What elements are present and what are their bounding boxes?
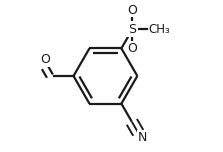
Text: N: N bbox=[138, 131, 147, 144]
Text: O: O bbox=[41, 53, 51, 66]
Text: S: S bbox=[128, 23, 136, 36]
Text: O: O bbox=[128, 42, 137, 55]
Text: O: O bbox=[128, 4, 137, 17]
Text: CH₃: CH₃ bbox=[148, 23, 170, 36]
